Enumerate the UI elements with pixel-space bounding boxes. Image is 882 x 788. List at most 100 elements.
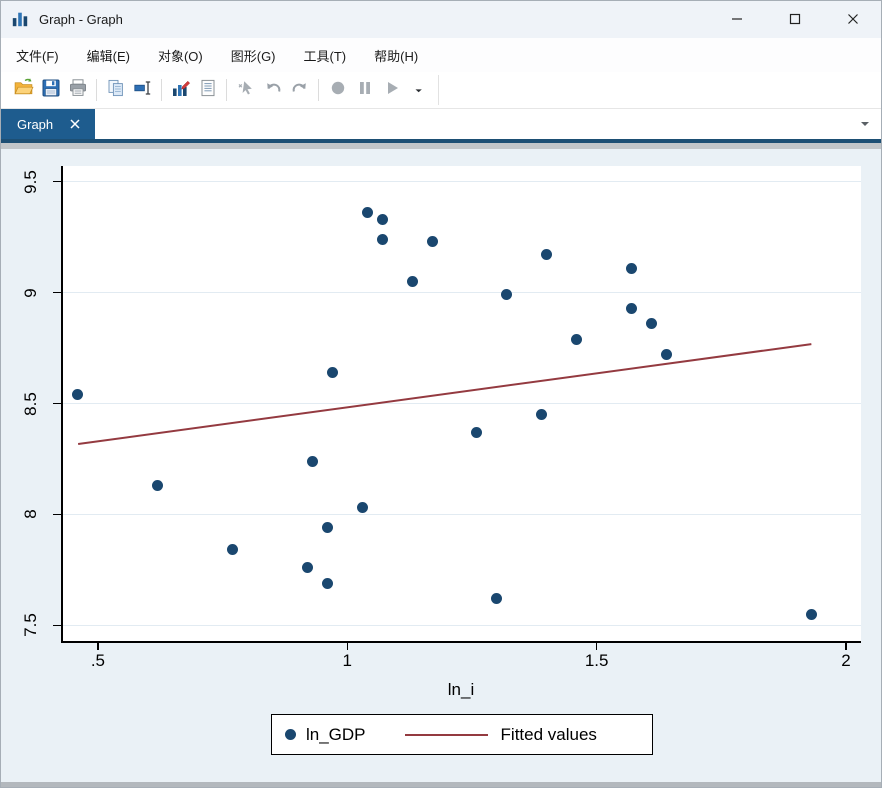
x-tick-label: .5 <box>90 651 105 670</box>
play-icon <box>382 78 402 103</box>
save-button[interactable] <box>37 77 64 104</box>
redo-button[interactable] <box>286 77 313 104</box>
print-icon <box>68 78 88 103</box>
title-bar[interactable]: Graph - Graph <box>0 0 882 38</box>
scatter-point <box>326 366 338 378</box>
open-button[interactable] <box>10 77 37 104</box>
redo-icon <box>290 78 310 103</box>
gridline-y-7.5 <box>63 624 861 626</box>
y-tick-label: 9.5 <box>21 169 40 194</box>
pause-icon <box>355 78 375 103</box>
menu-item-4[interactable]: 工具(T) <box>303 48 347 64</box>
menu-bar: 文件(F) 编辑(E) 对象(O) 图形(G) 工具(T) 帮助(H) <box>0 38 882 72</box>
legend-line-marker <box>404 733 488 736</box>
x-axis-title: ln_i <box>447 680 475 699</box>
copy-icon <box>106 78 126 103</box>
gridline-y-8.5 <box>63 403 861 404</box>
more-dropdown-icon <box>412 81 426 100</box>
scatter-point <box>321 577 333 589</box>
toolbar-separator <box>161 79 162 101</box>
x-tick-1 <box>346 643 349 650</box>
tab-strip-divider <box>0 143 882 149</box>
print-button[interactable] <box>64 77 91 104</box>
scatter-point <box>321 522 333 534</box>
close-button[interactable] <box>824 0 882 38</box>
scatter-point <box>72 389 84 401</box>
legend-label-ln-gdp: ln_GDP <box>306 724 366 744</box>
log-icon <box>198 78 218 103</box>
graph-app-icon <box>10 9 30 29</box>
deselect-pointer-button[interactable] <box>232 77 259 104</box>
toolbar <box>0 72 882 109</box>
scatter-point <box>376 213 388 225</box>
record-button[interactable] <box>324 77 351 104</box>
open-icon <box>13 77 34 103</box>
menu-item-3[interactable]: 图形(G) <box>230 48 276 64</box>
legend: ln_GDP Fitted values <box>271 714 653 755</box>
menu-item-1[interactable]: 编辑(E) <box>86 48 130 64</box>
scatter-point <box>471 426 483 438</box>
scatter-point <box>356 502 368 514</box>
log-button[interactable] <box>194 77 221 104</box>
scatter-point <box>491 593 503 605</box>
y-tick-7.5 <box>53 624 61 627</box>
scatter-point <box>426 235 438 247</box>
more-dropdown-button[interactable] <box>405 77 432 104</box>
scatter-point <box>646 318 658 330</box>
tab-underline <box>0 139 882 143</box>
scatter-point <box>571 333 583 345</box>
plot-area <box>61 166 861 643</box>
legend-label-fitted-values: Fitted values <box>500 724 597 744</box>
y-tick-label: 7.5 <box>21 613 40 638</box>
scatter-point <box>541 249 553 261</box>
legend-scatter-marker <box>285 729 296 740</box>
x-tick-label: 1.5 <box>584 651 609 670</box>
toolbar-separator <box>318 79 319 101</box>
scatter-point <box>227 544 239 556</box>
scatter-point <box>306 455 318 467</box>
x-tick-label: 2 <box>841 651 851 670</box>
scatter-point <box>660 349 672 361</box>
x-tick-.5 <box>97 643 99 650</box>
minimize-button[interactable] <box>708 0 766 38</box>
y-tick-8.5 <box>53 402 61 405</box>
tab-strip: Graph <box>0 109 882 149</box>
tab-list-dropdown-icon[interactable] <box>858 117 872 136</box>
deselect-pointer-icon <box>236 78 256 103</box>
scatter-point <box>301 562 313 574</box>
maximize-button[interactable] <box>766 0 824 38</box>
gridline-y-9.5 <box>63 181 861 183</box>
scatter-point <box>361 207 373 219</box>
play-button[interactable] <box>378 77 405 104</box>
y-tick-label: 8.5 <box>21 391 40 416</box>
rename-icon <box>133 78 153 103</box>
x-tick-label: 1 <box>342 651 353 670</box>
scatter-point <box>536 409 548 421</box>
x-tick-1.5 <box>595 643 598 650</box>
y-tick-8 <box>53 513 61 516</box>
tab-close-icon[interactable] <box>67 116 83 132</box>
scatter-point <box>626 262 638 274</box>
menu-item-0[interactable]: 文件(F) <box>16 48 59 64</box>
menu-item-2[interactable]: 对象(O) <box>157 48 203 64</box>
copy-button[interactable] <box>102 77 129 104</box>
tab-graph[interactable]: Graph <box>0 109 96 139</box>
graph-canvas: ln_i ln_GDP Fitted values 9.5 9 8.5 8 7.5 .5 1… <box>0 149 882 783</box>
undo-button[interactable] <box>259 77 286 104</box>
y-tick-label: 9 <box>21 287 40 298</box>
y-tick-9.5 <box>53 180 61 183</box>
scatter-point <box>501 289 513 301</box>
y-tick-label: 8 <box>21 509 40 520</box>
rename-button[interactable] <box>129 77 156 104</box>
window-bottom-edge <box>0 782 882 788</box>
pause-button[interactable] <box>351 77 378 104</box>
menu-item-5[interactable]: 帮助(H) <box>374 48 419 64</box>
gridline-y-9 <box>63 292 861 294</box>
undo-icon <box>263 78 283 103</box>
tab-label: Graph <box>17 116 54 132</box>
window-title: Graph - Graph <box>39 11 123 27</box>
scatter-point <box>152 480 164 492</box>
graph-editor-icon <box>171 78 191 103</box>
graph-editor-button[interactable] <box>167 77 194 104</box>
